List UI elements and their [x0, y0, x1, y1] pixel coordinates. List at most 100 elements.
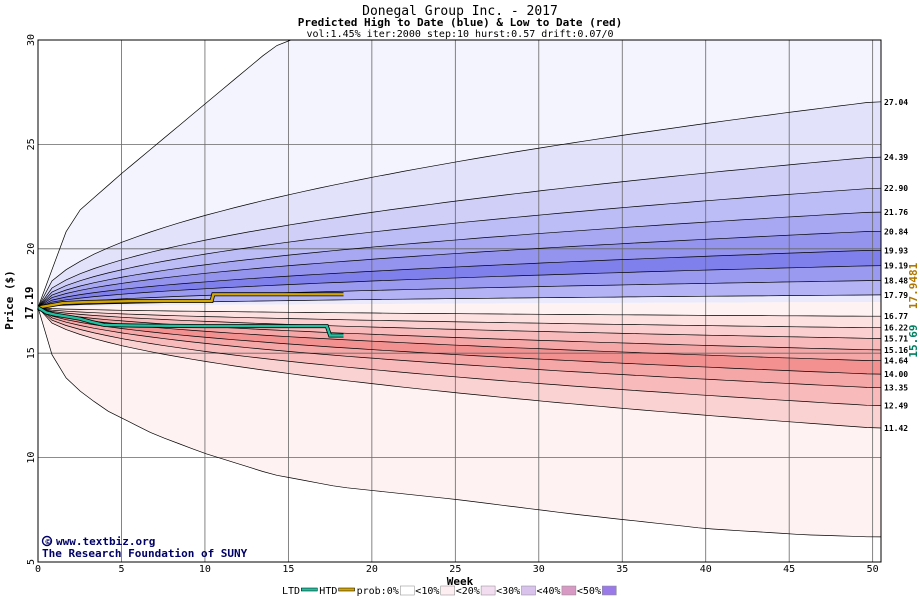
low-level-label: 16.77 [884, 312, 908, 321]
low-level-label: 12.49 [884, 402, 908, 411]
low-contour-16.22 [37, 307, 881, 329]
high-contour-27.04 [37, 101, 882, 308]
legend-label: <30% [496, 586, 520, 597]
high-contour-18.48 [37, 280, 882, 308]
low-band-8 [38, 307, 881, 428]
legend-color-swatch [440, 585, 455, 596]
legend-label: LTD [282, 586, 300, 597]
legend-line-swatch [301, 587, 318, 592]
low-band-4 [38, 307, 881, 361]
low-band-9 [38, 307, 881, 537]
copyright-symbol: © [45, 538, 52, 546]
ltd-end-value: 15.69 [907, 324, 920, 357]
high-level-label: 27.04 [884, 98, 908, 107]
high-band-5 [38, 231, 881, 308]
high-contour-19.93 [37, 249, 882, 308]
high-level-label: 17.79 [884, 291, 908, 300]
x-tick-label: 35 [616, 564, 628, 575]
legend-color-swatch [400, 585, 415, 596]
x-tick-label: 0 [35, 564, 41, 575]
chart-subtitle: Predicted High to Date (blue) & Low to D… [298, 16, 623, 29]
low-contour-14.64 [37, 307, 882, 362]
high-level-label: 20.84 [884, 227, 908, 236]
legend-label: <50% [577, 586, 601, 597]
x-tick-label: 20 [366, 564, 378, 575]
high-level-label: 18.48 [884, 277, 908, 286]
high-band-0 [38, 40, 881, 308]
legend-label: prob:0% [357, 586, 399, 597]
x-tick-label: 30 [533, 564, 545, 575]
low-band-3 [38, 307, 881, 350]
low-level-label: 15.16 [884, 346, 908, 355]
x-tick-label: 25 [449, 564, 461, 575]
x-axis-label: Week [447, 575, 474, 588]
series-ltd-line [37, 306, 344, 337]
chart-title: Donegal Group Inc. - 2017 [362, 4, 558, 19]
high-band-8 [38, 280, 881, 308]
low-contour-11.42 [37, 307, 882, 429]
copyright-icon [41, 535, 53, 547]
series-htd-line [37, 293, 344, 309]
legend-label: <40% [537, 586, 561, 597]
low-band-5 [38, 307, 881, 375]
x-tick-label: 45 [783, 564, 795, 575]
legend-color-swatch [602, 585, 617, 596]
low-contour-15.71 [37, 307, 882, 339]
high-contour-22.90 [37, 187, 882, 308]
outer-low-boundary [37, 307, 882, 538]
x-tick-label: 15 [282, 564, 294, 575]
low-level-label: 13.35 [884, 384, 908, 393]
legend-label: <20% [456, 586, 480, 597]
low-contour-16.77 [37, 307, 881, 317]
low-level-label: 11.42 [884, 424, 908, 433]
high-band-6 [38, 250, 881, 308]
y-tick-label: 15 [26, 347, 37, 359]
low-band-0 [38, 302, 881, 317]
credit-organization: The Research Foundation of SUNY [42, 547, 248, 560]
chart-parameters: vol:1.45% iter:2000 step:10 hurst:0.57 d… [306, 29, 613, 40]
high-band-9 [38, 294, 881, 308]
y-tick-label: 5 [26, 559, 37, 565]
legend-label: HTD [319, 586, 337, 597]
y-tick-label: 30 [26, 34, 37, 46]
low-contour-14.00 [37, 307, 882, 375]
y-tick-label: 20 [26, 243, 37, 255]
low-contour-12.49 [37, 307, 882, 406]
high-level-label: 22.90 [884, 184, 908, 193]
high-band-1 [38, 101, 881, 308]
plot-frame [37, 39, 882, 563]
htd-end-value: 17.9481 [907, 262, 920, 309]
y-axis-label: Price ($) [3, 270, 16, 330]
y-tick-label: 10 [26, 452, 37, 464]
y-tick-label: 25 [26, 138, 37, 150]
start-price-label: 17.19 [23, 286, 36, 319]
high-contour-19.19 [37, 265, 882, 308]
low-contour-13.35 [37, 307, 882, 389]
x-tick-label: 50 [867, 564, 879, 575]
low-band-1 [38, 307, 881, 328]
legend-color-swatch [561, 585, 577, 596]
legend-color-swatch [521, 585, 536, 596]
legend-line-swatch [338, 587, 355, 592]
high-level-label: 21.76 [884, 208, 908, 217]
high-contour-21.76 [37, 211, 882, 308]
high-level-label: 24.39 [884, 153, 908, 162]
legend-label: <10% [415, 586, 439, 597]
high-band-4 [38, 212, 881, 308]
high-band-2 [38, 157, 881, 308]
high-level-label: 19.19 [884, 262, 908, 271]
low-band-6 [38, 307, 881, 388]
low-level-label: 15.71 [884, 334, 908, 343]
x-tick-label: 40 [700, 564, 712, 575]
credit-url: www.textbiz.org [56, 535, 155, 548]
x-tick-label: 5 [118, 564, 124, 575]
low-level-label: 14.64 [884, 357, 908, 366]
low-level-label: 16.22 [884, 324, 908, 333]
low-level-label: 14.00 [884, 370, 908, 379]
high-band-7 [38, 265, 881, 308]
low-band-2 [38, 307, 881, 339]
legend-color-swatch [480, 585, 496, 596]
low-band-7 [38, 307, 881, 406]
high-level-label: 19.93 [884, 246, 908, 255]
